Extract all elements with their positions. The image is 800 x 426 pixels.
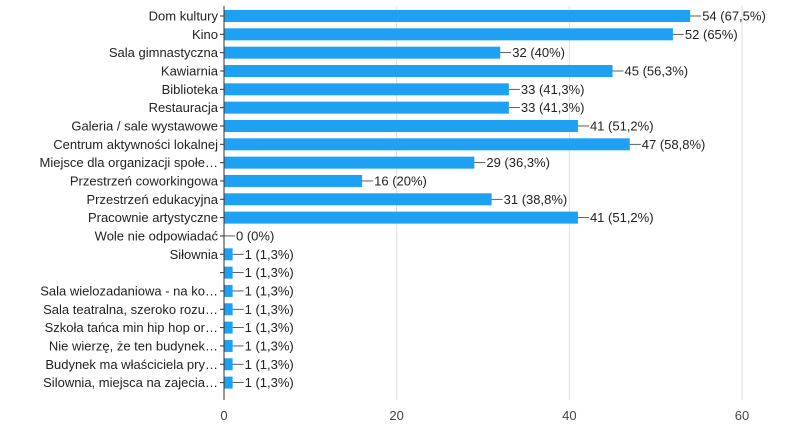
category-label: Przestrzeń coworkingowa xyxy=(70,173,219,188)
value-label: 1 (1,3%) xyxy=(245,357,294,372)
bar xyxy=(224,211,578,224)
value-label: 32 (40%) xyxy=(512,45,565,60)
category-label: Sala gimnastyczna xyxy=(109,45,219,60)
x-tick-label: 60 xyxy=(735,408,749,423)
category-label: Dom kultury xyxy=(149,9,219,24)
bar xyxy=(224,28,673,41)
category-label: Sala teatralna, szeroko rozu… xyxy=(43,302,218,317)
bar-layer xyxy=(224,10,691,389)
bar xyxy=(224,284,233,297)
bar xyxy=(224,321,233,334)
category-label: Galeria / sale wystawowe xyxy=(71,118,218,133)
category-label: Silownia, miejsca na zajecia… xyxy=(43,375,218,390)
bar xyxy=(224,303,233,316)
value-label: 41 (51,2%) xyxy=(590,210,654,225)
bar xyxy=(224,376,233,389)
value-label: 0 (0%) xyxy=(236,228,274,243)
category-label: Wole nie odpowiadać xyxy=(95,228,219,243)
value-label: 47 (58,8%) xyxy=(642,137,706,152)
bar xyxy=(224,101,509,114)
bar xyxy=(224,248,233,261)
value-label: 45 (56,3%) xyxy=(625,63,689,78)
bar xyxy=(224,119,578,132)
category-label: Przestrzeń edukacyjna xyxy=(86,192,218,207)
tick-layer: 0 20 40 60 xyxy=(220,408,749,423)
category-label: Restauracja xyxy=(149,100,219,115)
category-label: Kawiarnia xyxy=(161,63,219,78)
bar xyxy=(224,138,630,151)
category-label: Budynek ma właściciela pry… xyxy=(45,357,218,372)
category-label: Kino xyxy=(192,27,218,42)
value-label: 41 (51,2%) xyxy=(590,118,654,133)
bar xyxy=(224,10,691,22)
category-label: Nie wierzę, że ten budynek… xyxy=(49,338,218,353)
x-tick-label: 40 xyxy=(562,408,576,423)
value-label: 1 (1,3%) xyxy=(245,338,294,353)
category-label: Centrum aktywności lokalnej xyxy=(53,137,218,152)
value-label: 1 (1,3%) xyxy=(245,375,294,390)
value-label: 33 (41,3%) xyxy=(521,82,585,97)
value-label: 52 (65%) xyxy=(685,27,738,42)
bar xyxy=(224,46,501,59)
value-label: 1 (1,3%) xyxy=(245,247,294,262)
category-label: Siłownia xyxy=(170,247,219,262)
bar xyxy=(224,266,233,279)
bar xyxy=(224,64,613,77)
value-label: 1 (1,3%) xyxy=(245,283,294,298)
x-tick-label: 20 xyxy=(389,408,403,423)
value-label: 29 (36,3%) xyxy=(486,155,550,170)
category-label: Pracownie artystyczne xyxy=(88,210,218,225)
bar xyxy=(224,156,475,169)
bar xyxy=(224,339,233,352)
value-label: 1 (1,3%) xyxy=(245,265,294,280)
value-label: 54 (67,5%) xyxy=(702,9,766,24)
x-tick-label: 0 xyxy=(220,408,227,423)
bar xyxy=(224,193,492,206)
value-label: 1 (1,3%) xyxy=(245,302,294,317)
bar xyxy=(224,174,363,187)
value-label: 33 (41,3%) xyxy=(521,100,585,115)
label-layer: Dom kultury 54 (67,5%) Kino 52 (65%) Sala gi… xyxy=(40,9,766,391)
value-label: 31 (38,8%) xyxy=(504,192,568,207)
value-label: 16 (20%) xyxy=(374,173,427,188)
bar xyxy=(224,358,233,371)
bar xyxy=(224,83,509,96)
category-label: Sala wielozadaniowa - na ko… xyxy=(40,283,218,298)
value-label: 1 (1,3%) xyxy=(245,320,294,335)
category-label: Miejsce dla organizacji społe… xyxy=(40,155,218,170)
category-label: Szkoła tańca min hip hop or… xyxy=(45,320,218,335)
category-label: Biblioteka xyxy=(162,82,219,97)
